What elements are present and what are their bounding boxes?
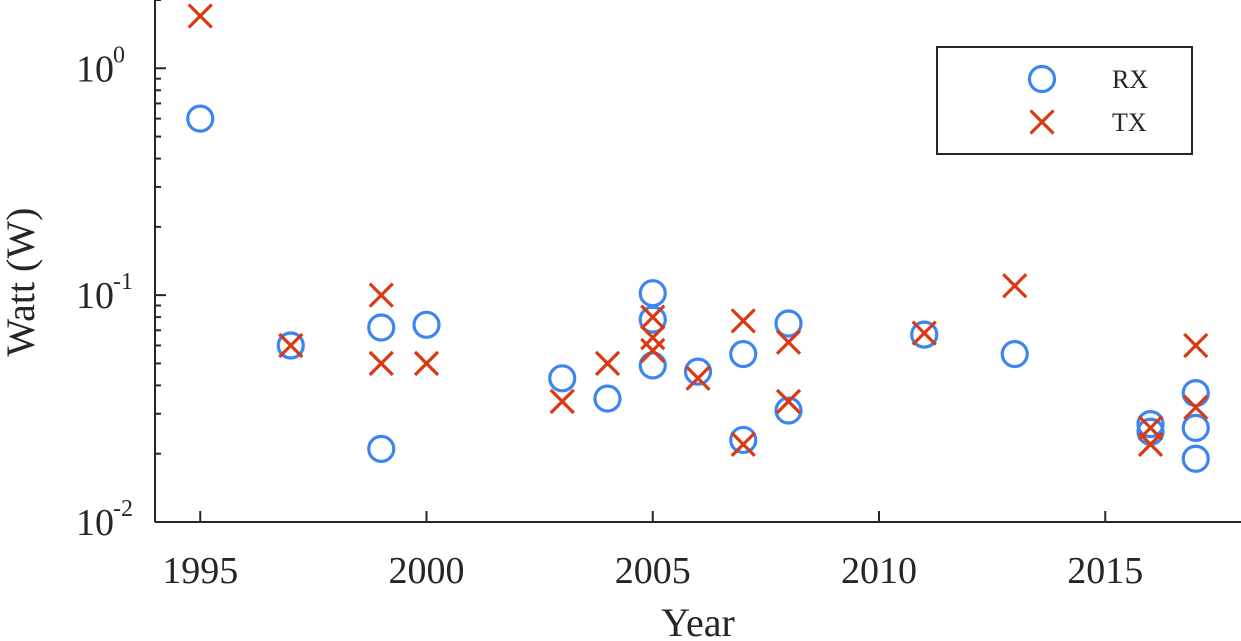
legend: RX TX xyxy=(936,46,1193,155)
tx-point-10 xyxy=(685,365,711,391)
y-axis-label: Watt (W) xyxy=(0,208,43,357)
y-tick-label-1: 10 xyxy=(76,275,114,317)
rx-point-5 xyxy=(548,364,577,393)
tx-point-12 xyxy=(730,431,756,457)
legend-rx-label: RX xyxy=(1112,65,1148,94)
x-tick-label-1995: 1995 xyxy=(162,550,238,592)
rx-point-15 xyxy=(910,320,939,349)
rx-point-13 xyxy=(774,309,803,338)
legend-box xyxy=(936,46,1193,155)
tx-point-9 xyxy=(640,337,666,364)
legend-tx-label: TX xyxy=(1112,108,1147,137)
tx-point-0 xyxy=(187,3,213,29)
rx-point-10 xyxy=(683,357,713,386)
rx-point-9 xyxy=(638,351,667,380)
y-tick-label-0: 10 xyxy=(76,48,114,90)
x-tick-label-2015: 2015 xyxy=(1067,550,1143,592)
rx-point-6 xyxy=(593,384,622,413)
tx-point-15 xyxy=(911,320,937,346)
axes xyxy=(154,0,1241,523)
rx-point-20 xyxy=(1181,413,1210,442)
rx-point-12 xyxy=(729,425,758,455)
tx-point-11 xyxy=(730,308,756,334)
rx-point-19 xyxy=(1181,379,1210,408)
tx-point-16 xyxy=(1002,273,1028,299)
y-tick-exp-2: -2 xyxy=(113,496,133,522)
tx-point-8 xyxy=(640,324,666,351)
tx-point-1 xyxy=(278,332,304,359)
rx-point-14 xyxy=(774,396,803,425)
tx-point-14 xyxy=(775,388,802,415)
rx-point-21 xyxy=(1181,444,1210,473)
tx-point-13 xyxy=(775,329,802,355)
x-tick-label-2010: 2010 xyxy=(841,550,917,592)
tx-point-4 xyxy=(413,350,440,377)
x-tick-label-2005: 2005 xyxy=(615,550,691,592)
rx-point-2 xyxy=(367,313,396,342)
rx-point-17 xyxy=(1136,410,1165,439)
x-tick-label-2000: 2000 xyxy=(389,550,465,592)
rx-point-16 xyxy=(1000,339,1029,369)
tx-point-3 xyxy=(368,350,394,377)
y-tick-exp-0: 0 xyxy=(113,42,125,68)
rx-point-8 xyxy=(638,305,667,334)
tx-point-18 xyxy=(1137,431,1164,457)
tx-point-2 xyxy=(368,282,394,308)
legend-rx-marker xyxy=(1027,64,1057,94)
tx-point-7 xyxy=(640,304,666,330)
rx-point-4 xyxy=(412,310,441,339)
y-tick-exp-1: -1 xyxy=(113,269,133,295)
rx-point-0 xyxy=(186,104,215,133)
x-ticks: 1995 2000 2005 2010 2015 xyxy=(162,511,1143,592)
tx-point-19 xyxy=(1183,332,1209,359)
tx-point-5 xyxy=(549,388,575,415)
legend-tx-marker xyxy=(1029,109,1055,135)
rx-point-7 xyxy=(638,279,667,308)
tx-point-6 xyxy=(594,350,621,377)
tx-point-20 xyxy=(1183,394,1209,421)
rx-point-11 xyxy=(729,339,758,369)
rx-point-1 xyxy=(276,331,305,360)
y-tick-label-2: 10 xyxy=(76,502,114,544)
data-marks xyxy=(186,3,1210,473)
rx-point-3 xyxy=(367,434,396,464)
x-axis-label: Year xyxy=(661,600,735,641)
